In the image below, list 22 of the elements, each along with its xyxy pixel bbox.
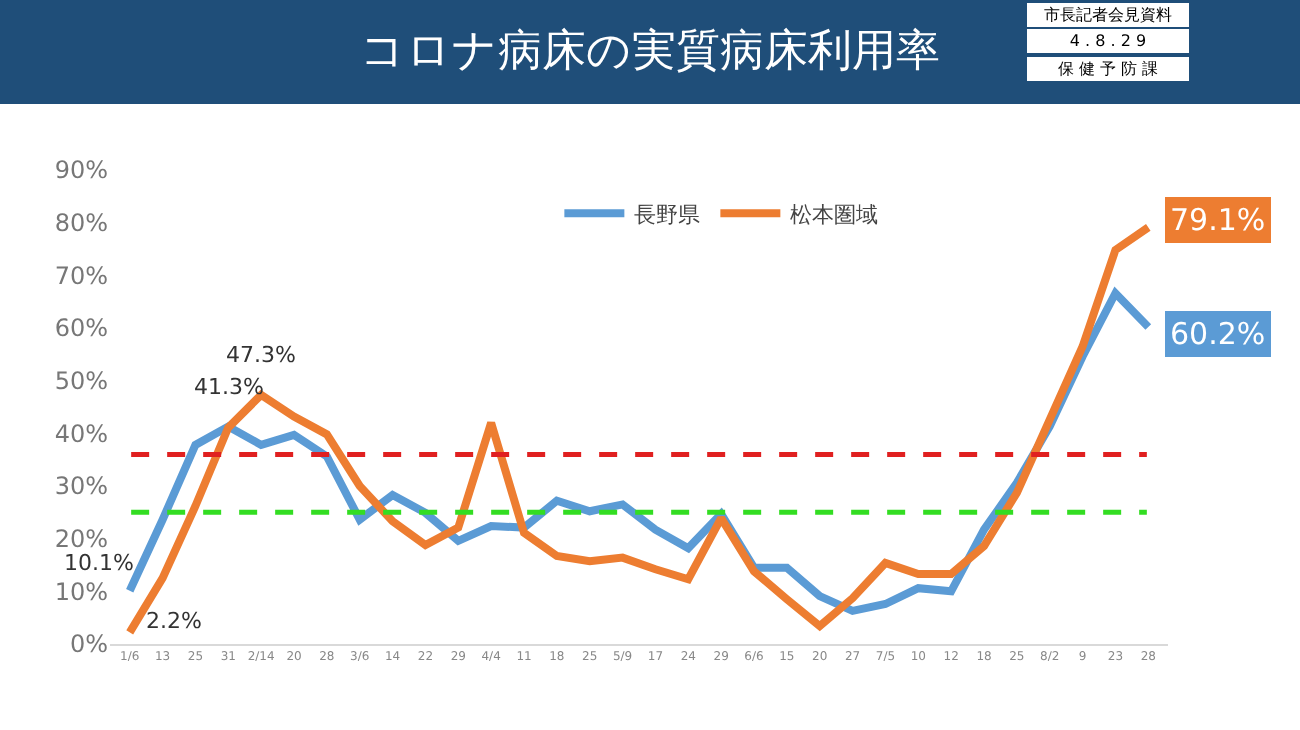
legend-label: 松本圏域 xyxy=(790,201,879,228)
legend-label: 長野県 xyxy=(634,201,701,228)
y-tick-label: 90% xyxy=(54,156,108,185)
y-tick-label: 10% xyxy=(54,577,108,606)
y-tick-label: 30% xyxy=(54,472,108,501)
data-label: 41.3% xyxy=(194,374,264,400)
data-label: 10.1% xyxy=(64,550,134,576)
data-label: 47.3% xyxy=(226,342,296,368)
y-tick-label: 50% xyxy=(54,367,108,396)
y-tick-label: 70% xyxy=(54,261,108,290)
y-tick-label: 0% xyxy=(69,630,108,659)
text: 市長記者会見資料 xyxy=(1044,6,1172,24)
text: 4 . 8 . 2 9 xyxy=(1069,32,1147,50)
y-tick-label: 20% xyxy=(54,525,108,554)
data-label: 2.2% xyxy=(146,608,202,634)
chart-title: コロナ病床の実質病床利用率 xyxy=(360,27,940,78)
data-label: 60.2% xyxy=(1170,316,1266,352)
data-label: 79.1% xyxy=(1170,202,1266,238)
y-tick-label: 60% xyxy=(54,314,108,343)
y-tick-label: 40% xyxy=(54,419,108,448)
y-tick-label: 80% xyxy=(54,209,108,238)
text: 保 健 予 防 課 xyxy=(1057,60,1159,78)
